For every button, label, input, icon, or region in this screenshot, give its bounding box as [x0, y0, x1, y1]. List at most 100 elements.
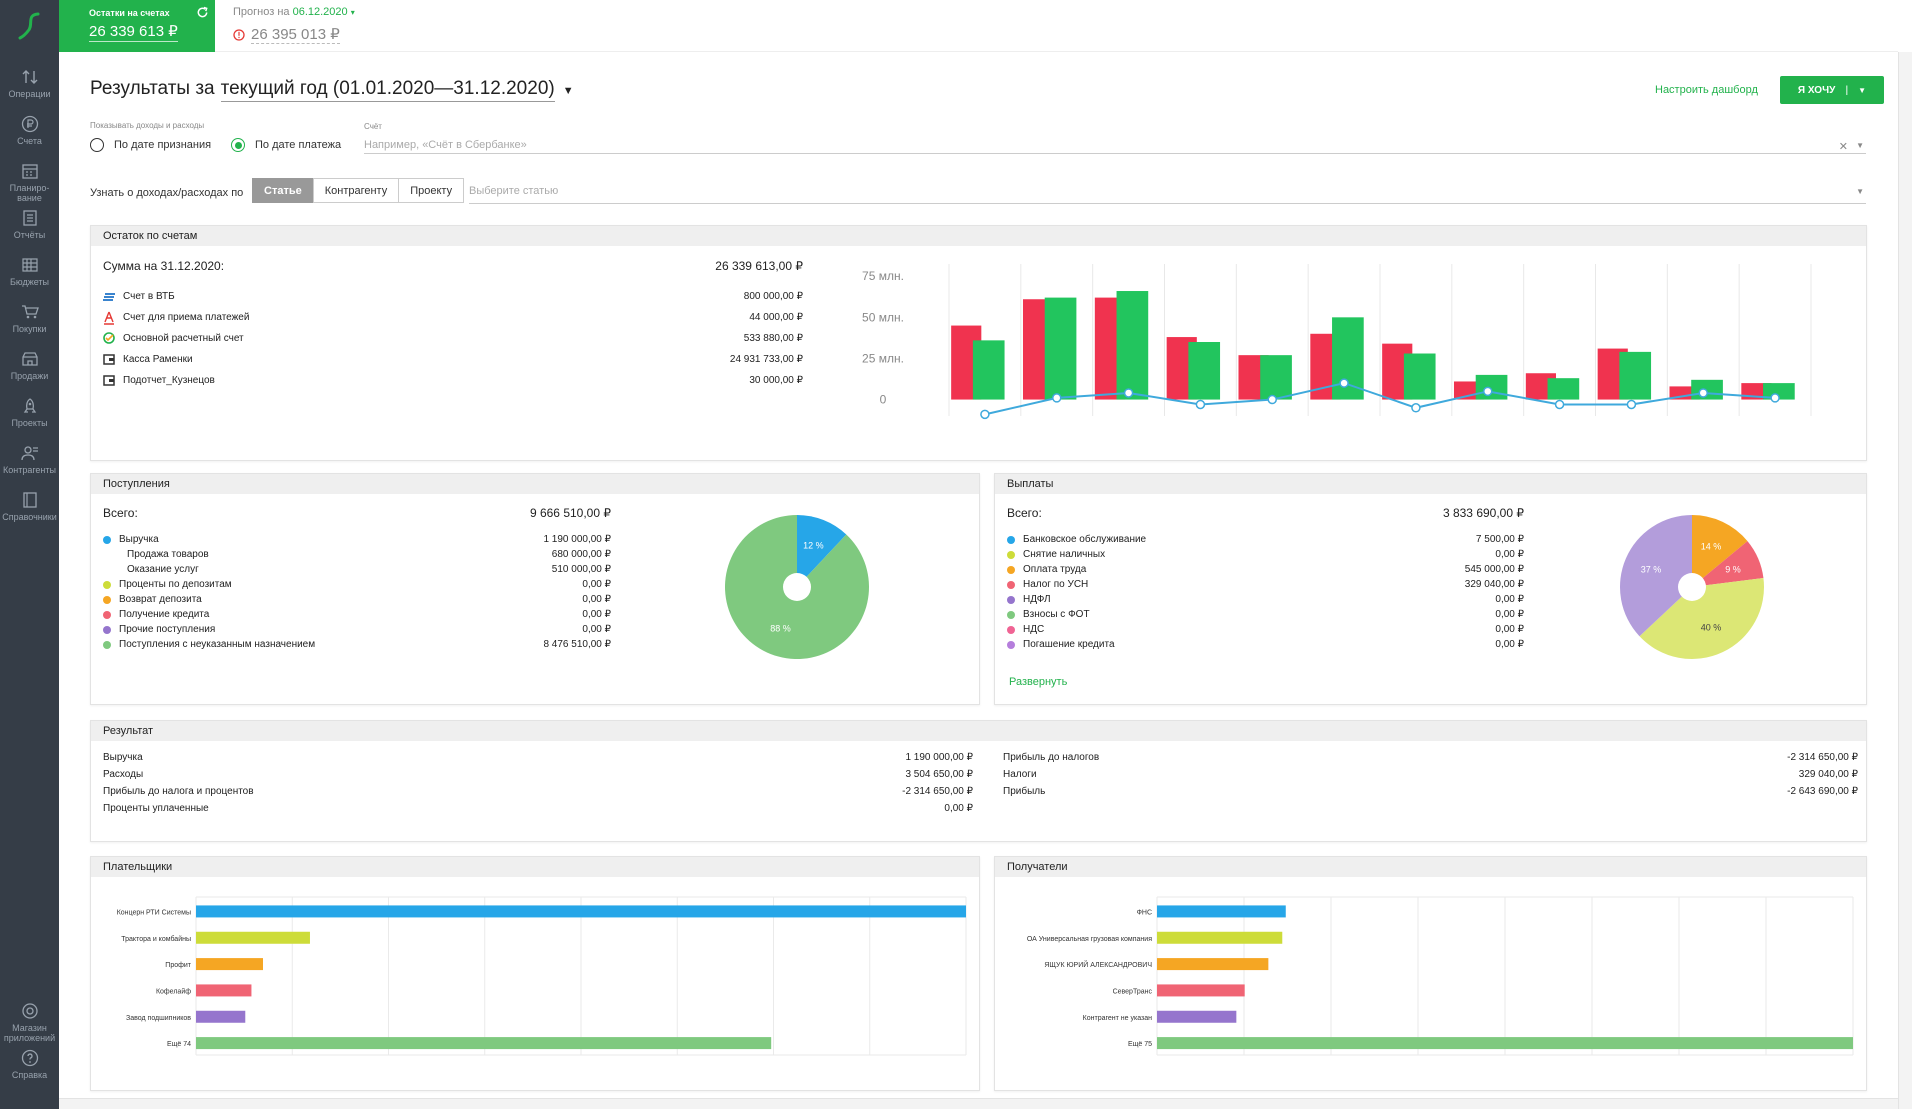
- legend-dot-icon: [103, 535, 111, 544]
- forecast-label: Прогноз на: [233, 6, 290, 18]
- account-name: Подотчет_Кузнецов: [103, 374, 215, 388]
- legend-item[interactable]: Поступления с неуказанным назначением 8 4…: [103, 637, 611, 652]
- legend-amount: 0,00 ₽: [582, 579, 611, 590]
- legend-label: Проценты по депозитам: [119, 579, 232, 590]
- hbar-label: Концерн РТИ Системы: [117, 909, 191, 916]
- want-button[interactable]: Я ХОЧУ | ▼: [1780, 76, 1884, 104]
- result-row: Прибыль до налога и процентов -2 314 650,…: [103, 783, 973, 800]
- radio-button-selected[interactable]: [231, 138, 245, 152]
- legend-item[interactable]: Проценты по депозитам 0,00 ₽: [103, 577, 611, 592]
- sidebar-item-label: Продажи: [10, 371, 49, 381]
- hbar-label: ОА Универсальная грузовая компания: [1027, 936, 1152, 943]
- hbar-label: Кофелайф: [156, 987, 191, 995]
- sidebar-item-0[interactable]: Магазин приложений: [0, 1002, 59, 1049]
- account-amount: 24 931 733,00 ₽: [729, 354, 803, 365]
- top-bar: Остатки на счетах 26 339 613 ₽ Прогноз н…: [59, 0, 1898, 52]
- bar-green: [1619, 351, 1652, 400]
- sidebar-item-1[interactable]: Счета: [0, 115, 59, 162]
- legend-amount: 0,00 ₽: [582, 594, 611, 605]
- sidebar-item-9[interactable]: Справочники: [0, 491, 59, 538]
- legend-dot-icon: [1007, 550, 1015, 559]
- sidebar-item-4[interactable]: Бюджеты: [0, 256, 59, 303]
- want-button-label: Я ХОЧУ: [1797, 84, 1836, 96]
- account-amount: 30 000,00 ₽: [749, 375, 803, 386]
- legend-item[interactable]: Налог по УСН 329 040,00 ₽: [1007, 577, 1524, 592]
- account-placeholder[interactable]: Например, «Счёт в Сбербанке»: [364, 139, 527, 151]
- legend-item[interactable]: Оплата труда 545 000,00 ₽: [1007, 562, 1524, 577]
- account-row[interactable]: Счет для приема платежей 44 000,00 ₽: [103, 307, 803, 328]
- y-tick-label: 75 млн.: [862, 269, 904, 283]
- line-point: [1626, 399, 1637, 410]
- horizontal-scrollbar[interactable]: [59, 1098, 1898, 1109]
- expand-link[interactable]: Развернуть: [1009, 676, 1068, 688]
- sidebar-item-7[interactable]: Проекты: [0, 397, 59, 444]
- result-amount: -2 643 690,00 ₽: [1787, 786, 1858, 797]
- setup-dashboard-link[interactable]: Настроить дашборд: [1655, 84, 1758, 96]
- store-icon: [21, 352, 38, 366]
- sidebar-item-label: Магазин приложений: [3, 1023, 56, 1043]
- pie-slice: [1692, 541, 1764, 587]
- legend-item[interactable]: Снятие наличных 0,00 ₽: [1007, 547, 1524, 562]
- account-row[interactable]: Счет в ВТБ 800 000,00 ₽: [103, 286, 803, 307]
- legend-item[interactable]: Продажа товаров 680 000,00 ₽: [103, 547, 611, 562]
- legend-item[interactable]: Взносы с ФОТ 0,00 ₽: [1007, 607, 1524, 622]
- legend-item[interactable]: Возврат депозита 0,00 ₽: [103, 592, 611, 607]
- legend-item[interactable]: Выручка 1 190 000,00 ₽: [103, 532, 611, 547]
- legend-item[interactable]: НДФЛ 0,00 ₽: [1007, 592, 1524, 607]
- account-name-text: Счет для приема платежей: [123, 312, 250, 323]
- legend-item[interactable]: Прочие поступления 0,00 ₽: [103, 622, 611, 637]
- sidebar-item-8[interactable]: Контрагенты: [0, 444, 59, 491]
- legend-dot-icon: [103, 610, 111, 619]
- sidebar-item-5[interactable]: Покупки: [0, 303, 59, 350]
- wallet-icon: [103, 353, 115, 365]
- sidebar-item-2[interactable]: Планиро- вание: [0, 162, 59, 209]
- result-label: Проценты уплаченные: [103, 803, 209, 814]
- hbar: [196, 931, 310, 944]
- legend-amount: 680 000,00 ₽: [551, 549, 611, 560]
- sidebar-item-label: Справка: [11, 1070, 48, 1080]
- sidebar-item-3[interactable]: Отчёты: [0, 209, 59, 256]
- legend-item[interactable]: Банковское обслуживание 7 500,00 ₽: [1007, 532, 1524, 547]
- sidebar: Операции Счета Планиро- вание Отчёты Бюджеты…: [0, 0, 59, 1109]
- legend-amount: 1 190 000,00 ₽: [543, 534, 611, 545]
- total-value: 26 339 613,00 ₽: [715, 259, 803, 273]
- seg-articles[interactable]: Статье: [252, 178, 314, 203]
- result-amount: 0,00 ₽: [944, 803, 973, 814]
- seg-project[interactable]: Проекту: [398, 178, 465, 203]
- account-row[interactable]: Подотчет_Кузнецов 30 000,00 ₽: [103, 370, 803, 391]
- radio-recognition-date[interactable]: По дате признания: [90, 138, 211, 152]
- refresh-icon[interactable]: [196, 6, 209, 19]
- forecast-date[interactable]: 06.12.2020: [292, 6, 348, 18]
- seg-counterparty[interactable]: Контрагенту: [312, 178, 400, 203]
- vertical-scrollbar[interactable]: [1898, 52, 1912, 1109]
- legend-label: Продажа товаров: [127, 549, 209, 560]
- period-selector[interactable]: текущий год (01.01.2020—31.12.2020): [220, 78, 555, 102]
- pie-label: 37 %: [1641, 564, 1662, 574]
- balance-summary[interactable]: Остатки на счетах 26 339 613 ₽: [59, 0, 215, 52]
- logo[interactable]: [0, 0, 59, 52]
- article-select[interactable]: Выберите статью ▼: [469, 178, 1866, 204]
- legend-item[interactable]: НДС 0,00 ₽: [1007, 622, 1524, 637]
- radio-button[interactable]: [90, 138, 104, 152]
- sidebar-item-0[interactable]: Операции: [0, 68, 59, 115]
- legend-item[interactable]: Получение кредита 0,00 ₽: [103, 607, 611, 622]
- account-field[interactable]: Счёт Например, «Счёт в Сбербанке» ✕ ▼: [364, 122, 1866, 154]
- radio-payment-date[interactable]: По дате платежа: [231, 138, 341, 152]
- account-row[interactable]: Касса Раменки 24 931 733,00 ₽: [103, 349, 803, 370]
- recipients-card: Получатели ФНС ОА Универсальная грузовая …: [994, 856, 1867, 1091]
- legend-dot-icon: [1007, 580, 1015, 589]
- title-prefix: Результаты за: [90, 78, 215, 99]
- total-label: Всего:: [103, 506, 138, 520]
- sidebar-item-1[interactable]: Справка: [0, 1049, 59, 1096]
- account-row[interactable]: Основной расчетный счет 533 880,00 ₽: [103, 328, 803, 349]
- forecast[interactable]: Прогноз на 06.12.2020 ▾ 26 395 013 ₽: [233, 6, 355, 44]
- chevron-down-icon[interactable]: ▼: [1856, 187, 1864, 196]
- legend-amount: 0,00 ₽: [582, 609, 611, 620]
- chevron-down-icon[interactable]: ▼: [562, 85, 574, 97]
- legend-item[interactable]: Оказание услуг 510 000,00 ₽: [103, 562, 611, 577]
- sidebar-item-6[interactable]: Продажи: [0, 350, 59, 397]
- legend-item[interactable]: Погашение кредита 0,00 ₽: [1007, 637, 1524, 652]
- clear-icon[interactable]: ✕: [1838, 141, 1848, 153]
- result-left-column: Выручка 1 190 000,00 ₽ Расходы 3 504 650,00…: [103, 749, 973, 817]
- chevron-down-icon[interactable]: ▼: [1856, 141, 1864, 150]
